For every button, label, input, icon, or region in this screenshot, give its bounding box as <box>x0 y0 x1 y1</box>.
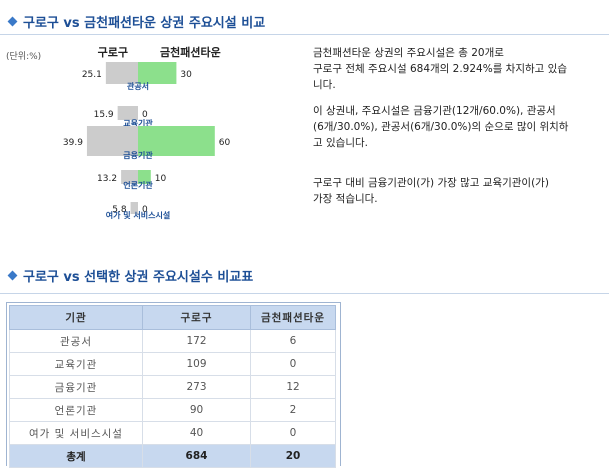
table-cell: 40 <box>142 421 251 445</box>
category-label: 교육기관 <box>123 118 153 128</box>
diamond-bullet-icon <box>7 16 18 27</box>
table-row: 교육기관 109 0 <box>9 352 336 376</box>
bar-left <box>130 202 138 214</box>
description-paragraph-3: 구로구 대비 금융기관이(가) 가장 많고 교육기관이(가) 가장 적습니다. <box>313 175 609 207</box>
value-label-right: 30 <box>180 70 192 80</box>
section-divider <box>0 34 609 35</box>
table-row: 금융기관 273 12 <box>9 375 336 399</box>
value-label-left: 15.9 <box>94 110 114 120</box>
description-paragraph-1: 금천패션타운 상권의 주요시설은 총 20개로 구로구 전체 주요시설 684개… <box>313 45 609 93</box>
table-cell: 172 <box>142 329 251 353</box>
value-label-right: 0 <box>142 205 148 215</box>
table-cell: 금융기관 <box>9 375 143 399</box>
value-label-left: 5.8 <box>112 205 127 215</box>
table-cell: 90 <box>142 398 251 422</box>
value-label-left: 13.2 <box>97 174 117 184</box>
bar-left <box>105 62 138 84</box>
table-total-cell: 20 <box>250 444 336 468</box>
table-cell: 언론기관 <box>9 398 143 422</box>
category-label: 언론기관 <box>123 180 153 190</box>
description-line: 가장 적습니다. <box>313 193 378 205</box>
table-cell: 109 <box>142 352 251 376</box>
legend-label: 금천패션타운 <box>160 45 221 59</box>
table-header-cell: 금천패션타운 <box>250 305 336 330</box>
table-cell: 관공서 <box>9 329 143 353</box>
description-line: 구로구 전체 주요시설 684개의 2.924%를 차지하고 있습 <box>313 63 567 75</box>
table-header-row: 기관 구로구 금천패션타운 <box>9 305 336 330</box>
description-line: 이 상권내, 주요시설은 금융기관(12개/60.0%), 관공서 <box>313 105 556 117</box>
comparison-table: 기관 구로구 금천패션타운 관공서 172 6 교육기관 109 0 금융기관 … <box>9 305 336 468</box>
chart-section-title: 구로구 vs 금천패션타운 상권 주요시설 비교 <box>6 12 265 31</box>
bar-right <box>138 62 177 84</box>
table-row: 여가 및 서비스시설 40 0 <box>9 421 336 445</box>
legend-label: 구로구 <box>98 46 128 59</box>
table-row: 언론기관 90 2 <box>9 398 336 422</box>
table-cell: 6 <box>250 329 336 353</box>
value-label-right: 10 <box>155 174 167 184</box>
section-divider <box>0 293 609 294</box>
table-row: 관공서 172 6 <box>9 329 336 353</box>
description-line: (6개/30.0%), 관공서(6개/30.0%)의 순으로 많이 위치하 <box>313 121 569 133</box>
diamond-bullet-icon <box>7 270 18 281</box>
description-line: 구로구 대비 금융기관이(가) 가장 많고 교육기관이(가) <box>313 177 549 189</box>
bar-right <box>138 170 151 184</box>
table-frame <box>6 302 341 466</box>
table-cell: 0 <box>250 352 336 376</box>
table-cell: 0 <box>250 421 336 445</box>
category-label: 관공서 <box>127 81 149 91</box>
value-label-right: 60 <box>219 138 231 148</box>
bar-left <box>86 126 138 156</box>
description-paragraph-2: 이 상권내, 주요시설은 금융기관(12개/60.0%), 관공서 (6개/30… <box>313 103 609 151</box>
description-line: 고 있습니다. <box>313 137 368 149</box>
table-section-title: 구로구 vs 선택한 상권 주요시설수 비교표 <box>6 266 253 285</box>
chart-section-title-text: 구로구 vs 금천패션타운 상권 주요시설 비교 <box>23 16 266 31</box>
table-header-cell: 기관 <box>9 305 143 330</box>
bar-left <box>117 106 138 120</box>
category-label: 여가 및 서비스시설 <box>106 210 170 220</box>
unit-label: (단위:%) <box>6 52 42 62</box>
value-label-left: 39.9 <box>63 138 83 148</box>
description-line: 니다. <box>313 79 336 91</box>
table-total-cell: 684 <box>142 444 251 468</box>
value-label-right: 0 <box>142 110 148 120</box>
table-cell: 교육기관 <box>9 352 143 376</box>
table-section-title-text: 구로구 vs 선택한 상권 주요시설수 비교표 <box>23 270 254 285</box>
table-cell: 12 <box>250 375 336 399</box>
table-cell: 여가 및 서비스시설 <box>9 421 143 445</box>
table-cell: 273 <box>142 375 251 399</box>
description-line: 금천패션타운 상권의 주요시설은 총 20개로 <box>313 47 504 59</box>
table-header-cell: 구로구 <box>142 305 251 330</box>
bar-left <box>121 170 138 184</box>
value-label-left: 25.1 <box>82 70 102 80</box>
table-total-row: 총계 684 20 <box>9 444 336 468</box>
table-total-cell: 총계 <box>9 444 143 468</box>
bar-right <box>138 126 215 156</box>
category-label: 금융기관 <box>123 150 153 160</box>
table-cell: 2 <box>250 398 336 422</box>
